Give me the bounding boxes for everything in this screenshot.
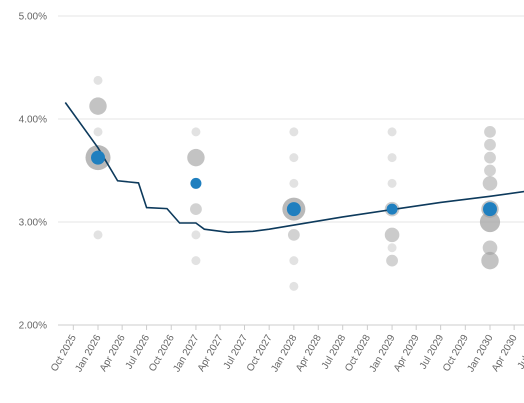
dot-cluster-point xyxy=(387,243,397,253)
dot-cluster-point xyxy=(384,227,400,243)
dot-cluster-point xyxy=(190,203,202,216)
line-layer xyxy=(64,102,524,234)
dot-cluster-point xyxy=(289,127,299,137)
y-tick-label: 4.00% xyxy=(19,115,47,126)
dot-cluster-point xyxy=(89,97,107,115)
median-point xyxy=(190,177,202,189)
dot-cluster-point xyxy=(482,240,498,256)
dot-cluster-point xyxy=(484,125,496,138)
dot-cluster-point xyxy=(387,178,397,188)
dot-cluster-point xyxy=(191,230,201,240)
dot-cluster-point xyxy=(484,164,496,177)
dot-cluster-point xyxy=(387,153,397,163)
y-tick-label: 5.00% xyxy=(19,12,47,23)
dot-cluster-point xyxy=(93,75,103,85)
dot-cluster-point xyxy=(187,148,205,167)
median-point xyxy=(483,202,497,217)
y-tick-label: 3.00% xyxy=(19,218,47,229)
dot-cluster-point xyxy=(482,176,498,191)
dot-cluster-point xyxy=(191,127,201,137)
grid-layer xyxy=(58,15,524,326)
median-point xyxy=(286,202,301,217)
projection-line xyxy=(64,102,524,234)
dot-cluster-point xyxy=(479,211,501,233)
dot-cluster-point xyxy=(289,281,299,291)
dot-cluster-point xyxy=(484,138,496,151)
dot-cluster-point xyxy=(93,230,103,240)
median-layer xyxy=(91,150,497,217)
dot-cluster-point xyxy=(93,127,103,137)
dot-cluster-point xyxy=(387,127,397,137)
median-point xyxy=(91,150,105,165)
median-point xyxy=(386,203,398,215)
dot-cluster-point xyxy=(289,178,299,188)
y-tick-label: 2.00% xyxy=(19,321,47,332)
dot-cluster-point xyxy=(287,228,300,241)
dots-layer xyxy=(85,75,501,291)
dot-cluster-point xyxy=(484,151,496,164)
dot-cluster-point xyxy=(386,254,398,267)
dot-cluster-point xyxy=(289,256,299,266)
dot-cluster-point xyxy=(481,251,499,270)
dot-cluster-point xyxy=(191,256,201,266)
dot-cluster-point xyxy=(289,153,299,163)
